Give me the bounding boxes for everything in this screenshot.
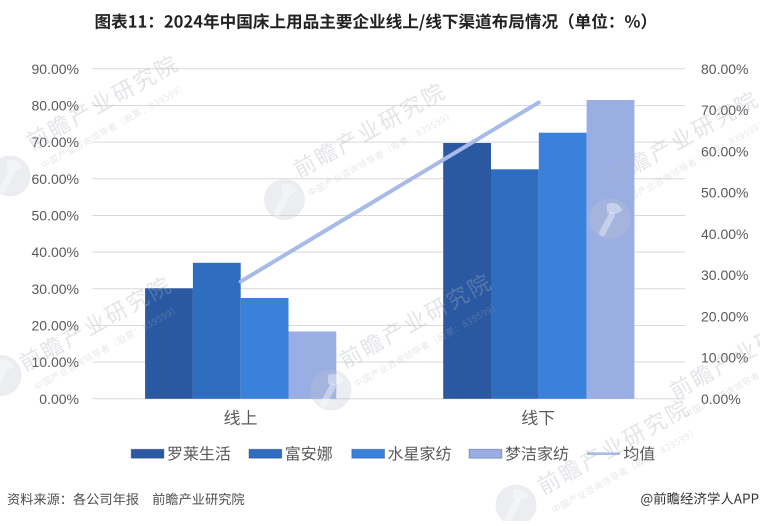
svg-text:60.00%: 60.00% (32, 171, 79, 187)
svg-text:10.00%: 10.00% (32, 354, 79, 370)
svg-text:50.00%: 50.00% (701, 185, 748, 201)
svg-text:0.00%: 0.00% (701, 391, 741, 407)
svg-text:80.00%: 80.00% (701, 61, 748, 77)
svg-text:70.00%: 70.00% (701, 102, 748, 118)
svg-text:0.00%: 0.00% (39, 391, 79, 407)
svg-text:80.00%: 80.00% (32, 98, 79, 114)
svg-text:30.00%: 30.00% (701, 267, 748, 283)
svg-text:30.00%: 30.00% (32, 281, 79, 297)
svg-text:90.00%: 90.00% (32, 61, 79, 77)
svg-text:40.00%: 40.00% (701, 226, 748, 242)
svg-text:70.00%: 70.00% (32, 134, 79, 150)
svg-text:20.00%: 20.00% (32, 318, 79, 334)
svg-text:40.00%: 40.00% (32, 244, 79, 260)
svg-text:60.00%: 60.00% (701, 143, 748, 159)
svg-text:50.00%: 50.00% (32, 208, 79, 224)
svg-text:20.00%: 20.00% (701, 308, 748, 324)
svg-text:10.00%: 10.00% (701, 350, 748, 366)
